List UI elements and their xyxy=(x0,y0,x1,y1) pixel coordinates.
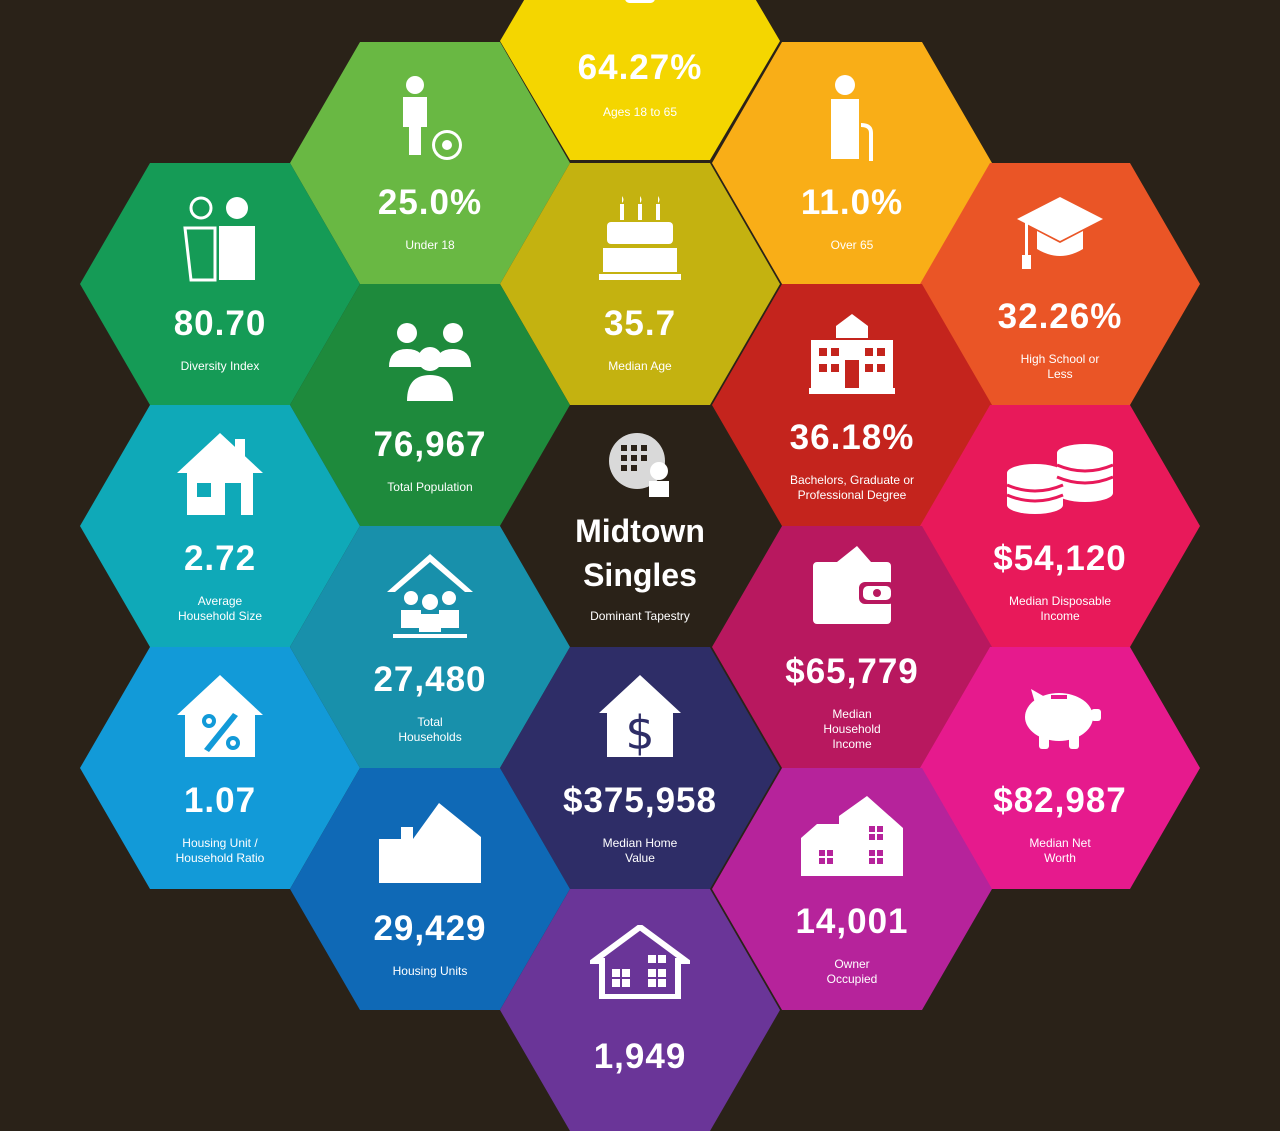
tile-label: Median Age xyxy=(608,359,672,373)
tile-value: 1.07 xyxy=(183,780,257,820)
label-line: Professional Degree xyxy=(797,487,907,502)
tile-label: Ages 18 to 65 xyxy=(602,105,678,119)
tile-label: Total Households xyxy=(398,715,461,745)
tapestry-icon xyxy=(605,429,675,499)
owner-house-icon xyxy=(797,792,907,882)
tile-label: Median Net Worth xyxy=(1029,836,1090,866)
title-line: Singles xyxy=(583,556,697,593)
tile-value: 76,967 xyxy=(373,425,487,464)
center-tile: Midtown Singles Dominant Tapestry xyxy=(500,405,780,647)
house-dollar-icon: $ xyxy=(595,671,685,761)
center-title: Midtown Singles xyxy=(575,509,705,597)
tile-value: 2.72 xyxy=(183,538,257,578)
tile-label: Owner Occupied xyxy=(827,957,878,987)
tile-home-value: $ $375,958 Median Home Value xyxy=(500,647,780,889)
tile-household-income: $65,779 Median Household Income xyxy=(712,526,992,768)
elder-cane-icon xyxy=(807,73,897,163)
group-icon xyxy=(385,315,475,405)
tile-label: Median Disposable Income xyxy=(1009,594,1111,624)
tile-value: 32.26% xyxy=(997,296,1123,336)
family-house-icon xyxy=(385,550,475,640)
label-line: Households xyxy=(398,729,462,744)
label-line: Less xyxy=(1047,366,1073,381)
tile-value: 35.7 xyxy=(603,304,677,343)
birthday-cake-icon xyxy=(595,194,685,284)
child-soccer-icon xyxy=(385,73,475,163)
tile-label: Under 18 xyxy=(405,238,455,252)
tile-value: 29,429 xyxy=(373,909,487,948)
tile-value: 14,001 xyxy=(795,901,909,941)
label-line: Average xyxy=(197,593,243,608)
label-line: Worth xyxy=(1044,850,1076,865)
coins-icon xyxy=(1005,429,1115,519)
tile-value: $65,779 xyxy=(785,652,919,691)
label-line: Median Disposable xyxy=(1008,593,1112,608)
school-building-icon xyxy=(807,308,897,398)
tile-value: $54,120 xyxy=(993,538,1127,578)
label-line: Housing Unit / xyxy=(182,835,258,850)
tile-value: 27,480 xyxy=(373,659,487,699)
tile-value: 36.18% xyxy=(789,417,915,457)
label-line: Occupied xyxy=(826,971,878,986)
label-line: Owner xyxy=(834,956,870,971)
house-windows-icon xyxy=(590,925,690,999)
label-line: Value xyxy=(625,850,655,865)
tile-value: 25.0% xyxy=(377,183,483,222)
wallet-icon xyxy=(807,542,897,632)
title-line: Midtown xyxy=(575,512,705,549)
tile-value: 64.27% xyxy=(577,48,703,87)
tile-value: 11.0% xyxy=(800,183,904,222)
svg-text:$: $ xyxy=(625,706,654,760)
tile-label: Median Home Value xyxy=(603,836,678,866)
tile-label: Median Household Income xyxy=(823,707,880,752)
person-icon xyxy=(595,0,685,42)
center-label: Dominant Tapestry xyxy=(590,608,690,623)
tile-value: $375,958 xyxy=(563,780,717,820)
tile-label: Total Population xyxy=(387,480,473,494)
house-outline-icon xyxy=(375,799,485,889)
graduation-cap-icon xyxy=(1015,187,1105,277)
diverse-people-icon xyxy=(175,194,265,284)
tile-owner-occupied: 14,001 Owner Occupied xyxy=(712,768,992,1010)
label-line: Household Ratio xyxy=(175,850,265,865)
tile-label: Over 65 xyxy=(830,238,874,252)
tile-label: High School or Less xyxy=(1021,352,1100,382)
label-line: Median xyxy=(832,707,872,721)
tile-median-age: 35.7 Median Age xyxy=(500,163,780,405)
label-line: Median Home xyxy=(602,835,678,850)
tile-label: Housing Unit / Household Ratio xyxy=(176,836,265,866)
piggy-bank-icon xyxy=(1015,671,1105,761)
label-line: Bachelors, Graduate or xyxy=(789,472,915,487)
tile-label: Average Household Size xyxy=(178,594,262,624)
label-line: Household Size xyxy=(177,608,263,623)
label-line: Total xyxy=(417,714,443,729)
house-percent-icon xyxy=(175,671,265,761)
tile-value: 80.70 xyxy=(173,304,267,343)
tile-label: Bachelors, Graduate or Professional Degre… xyxy=(790,473,914,503)
label-line: Income xyxy=(832,737,872,751)
tile-label: Housing Units xyxy=(392,964,468,978)
label-line: High School or xyxy=(1020,351,1100,366)
tile-value: $82,987 xyxy=(993,780,1127,820)
label-line: Median Net xyxy=(1029,835,1091,850)
label-line: Income xyxy=(1040,608,1080,623)
label-line: Household xyxy=(823,722,881,736)
tile-value: 1,949 xyxy=(593,1037,687,1076)
house-icon xyxy=(175,429,265,519)
tile-label: Diversity Index xyxy=(180,359,260,373)
